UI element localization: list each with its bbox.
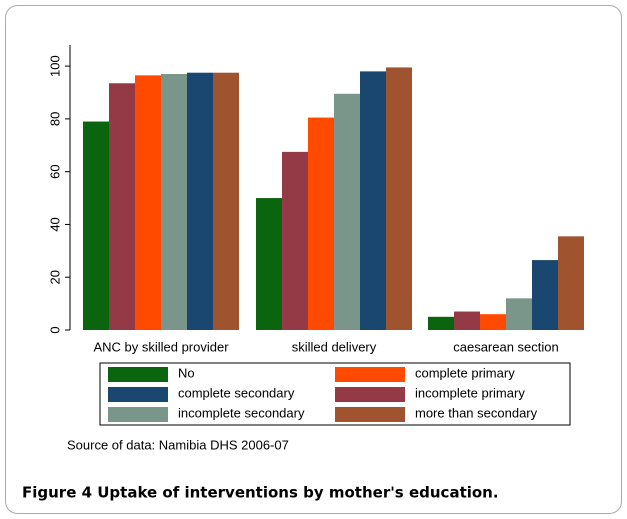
y-tick-label: 80 [47,112,62,126]
source-note: Source of data: Namibia DHS 2006-07 [67,437,289,452]
bar [308,117,334,330]
y-tick-label: 60 [47,164,62,178]
legend-label: incomplete secondary [178,405,305,420]
legend-swatch [108,367,168,382]
y-tick-label: 40 [47,217,62,231]
legend-swatch [108,407,168,422]
legend-label: incomplete primary [415,385,525,400]
bar [256,198,282,330]
legend-swatch [108,387,168,402]
bar [213,72,239,330]
caption: Figure 4 Uptake of interventions by moth… [22,484,499,502]
x-tick-label: skilled delivery [292,339,377,354]
bar [428,316,454,330]
bar [109,83,135,330]
bar [506,298,532,330]
bar [454,311,480,330]
y-tick-label: 0 [47,326,62,333]
legend-label: more than secondary [415,405,538,420]
bar [334,93,360,330]
x-tick-label: ANC by skilled provider [93,339,229,354]
legend-label: No [178,365,195,380]
legend-swatch [335,367,405,382]
legend-swatch [335,387,405,402]
bar [135,75,161,330]
x-tick-label: caesarean section [453,339,559,354]
bar [532,260,558,330]
bar [480,314,506,330]
bar [558,236,584,330]
bar [187,72,213,330]
legend-label: complete primary [415,365,515,380]
legend-label: complete secondary [178,385,295,400]
y-tick-label: 100 [47,55,62,77]
legend-swatch [335,407,405,422]
bar [360,71,386,330]
bar [282,151,308,330]
bar [161,74,187,331]
bar [83,121,109,331]
y-tick-label: 20 [47,270,62,284]
bar [386,67,412,331]
